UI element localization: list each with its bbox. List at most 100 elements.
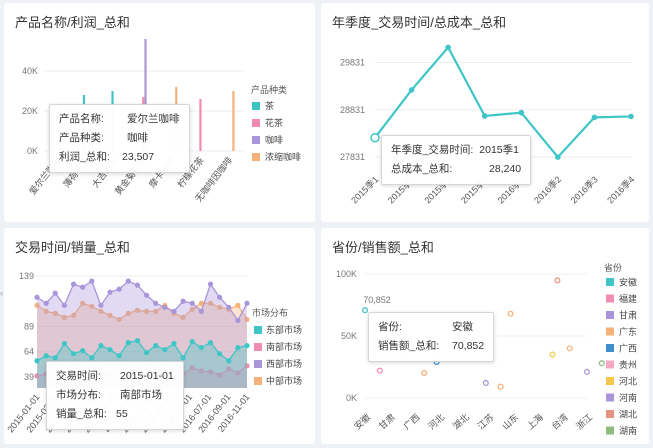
legend-label: 广西 bbox=[619, 343, 637, 354]
chart-tooltip: 年季度_交易时间: 2015季1 总成本_总和: 28,240 bbox=[381, 135, 532, 185]
legend-swatch bbox=[606, 278, 614, 286]
data-point bbox=[116, 353, 122, 359]
data-point bbox=[134, 307, 141, 313]
y-tick-label: 0K bbox=[346, 393, 357, 403]
panel-title: 交易时间/销量_总和 bbox=[15, 240, 130, 255]
data-point bbox=[80, 348, 86, 354]
data-point bbox=[70, 351, 77, 357]
data-point bbox=[171, 308, 177, 314]
data-point bbox=[43, 308, 49, 314]
data-point bbox=[189, 365, 195, 371]
data-point bbox=[207, 300, 214, 306]
series-line bbox=[36, 280, 248, 322]
legend-label: 广东 bbox=[619, 326, 637, 337]
data-point bbox=[34, 358, 40, 364]
x-tick-label: 湖北 bbox=[451, 412, 471, 431]
data-point bbox=[481, 113, 488, 119]
tooltip-value: 2015-01-01 bbox=[120, 370, 174, 382]
chart-tooltip: 交易时间: 2015-01-01 市场分布: 南部市场 销量_总和: 55 bbox=[46, 361, 184, 430]
data-point bbox=[217, 304, 223, 310]
legend-label: 贵州 bbox=[619, 359, 637, 370]
legend-swatch bbox=[606, 360, 614, 369]
tooltip-key: 销量_总和: bbox=[56, 408, 107, 420]
legend-title: 省份 bbox=[604, 262, 622, 273]
tooltip-key: 省份: bbox=[378, 321, 402, 333]
tooltip-value: 23,507 bbox=[122, 151, 155, 163]
x-tick-label: 2016季2 bbox=[531, 174, 563, 206]
data-point bbox=[198, 308, 204, 314]
data-point bbox=[244, 343, 250, 349]
tooltip-key: 销售额_总和: bbox=[378, 340, 440, 352]
data-point bbox=[134, 337, 141, 344]
legend-label: 花茶 bbox=[265, 117, 283, 128]
data-point bbox=[421, 370, 428, 377]
data-point bbox=[598, 360, 605, 367]
legend-label: 浓缩咖啡 bbox=[265, 151, 301, 162]
x-tick-label: 广西 bbox=[401, 411, 422, 431]
data-point bbox=[43, 300, 49, 306]
tooltip-key: 交易时间: bbox=[56, 370, 101, 382]
data-point bbox=[408, 87, 415, 93]
sales-chart-panel: 交易时间/销量_总和 39 64 89 139 2015-01-01 2015-03-01… bbox=[4, 228, 315, 444]
x-tick-label: 台湾 bbox=[549, 411, 570, 431]
tooltip-value: 安徽 bbox=[452, 321, 473, 333]
data-point bbox=[162, 304, 168, 310]
bar bbox=[199, 99, 202, 151]
tooltip-key: 总成本_总和: bbox=[391, 163, 453, 175]
data-point bbox=[125, 278, 131, 284]
legend-swatch bbox=[606, 426, 614, 435]
data-point bbox=[89, 303, 95, 309]
bar bbox=[144, 39, 147, 151]
data-point bbox=[235, 370, 241, 376]
data-point bbox=[189, 300, 195, 306]
data-point bbox=[70, 281, 77, 287]
legend-swatch bbox=[252, 102, 260, 110]
legend-swatch bbox=[606, 294, 614, 303]
data-point bbox=[235, 302, 241, 308]
bar bbox=[232, 91, 235, 151]
data-point bbox=[180, 314, 186, 321]
data-point bbox=[518, 109, 525, 116]
legend-label: 中部市场 bbox=[266, 375, 302, 386]
data-point bbox=[34, 302, 40, 308]
x-tick-label: 山东 bbox=[500, 411, 521, 431]
data-point bbox=[70, 312, 77, 318]
data-point bbox=[549, 351, 556, 358]
data-point bbox=[180, 298, 186, 304]
data-point bbox=[370, 132, 380, 143]
data-point bbox=[116, 316, 122, 323]
data-point bbox=[566, 345, 573, 352]
legend-swatch bbox=[606, 327, 614, 336]
tooltip-key: 产品名称: bbox=[59, 113, 104, 125]
legend-swatch bbox=[252, 153, 260, 161]
data-point bbox=[80, 300, 86, 306]
data-point bbox=[153, 308, 159, 314]
legend-label: 西部市场 bbox=[266, 358, 302, 369]
legend-swatch bbox=[252, 136, 260, 144]
data-point bbox=[98, 302, 104, 308]
data-point bbox=[217, 294, 223, 300]
legend-swatch bbox=[606, 393, 614, 402]
y-tick-label: 27831 bbox=[340, 152, 365, 162]
x-tick-label: 2016季4 bbox=[605, 174, 637, 206]
data-point bbox=[361, 307, 369, 314]
tooltip-value: 南部市场 bbox=[120, 389, 162, 401]
panel-title: 产品名称/利润_总和 bbox=[15, 15, 130, 30]
tooltip-key: 市场分布: bbox=[56, 389, 101, 401]
tooltip-value: 28,240 bbox=[489, 163, 522, 175]
legend-swatch bbox=[606, 344, 614, 352]
tooltip-key: 产品种类: bbox=[59, 132, 104, 144]
panel-resize-handle[interactable]: ‹ bbox=[0, 288, 3, 298]
data-label: 70,852 bbox=[363, 295, 391, 305]
data-point bbox=[143, 292, 150, 298]
x-tick-label: 江苏 bbox=[475, 411, 496, 431]
y-tick-label: 40K bbox=[22, 66, 38, 76]
data-point bbox=[628, 113, 634, 120]
data-point bbox=[376, 367, 383, 374]
legend-label: 东部市场 bbox=[266, 324, 302, 335]
data-point bbox=[107, 289, 113, 295]
data-point bbox=[217, 351, 223, 357]
tooltip-value: 2015季1 bbox=[479, 144, 519, 156]
x-tick-label: 安徽 bbox=[352, 411, 373, 431]
